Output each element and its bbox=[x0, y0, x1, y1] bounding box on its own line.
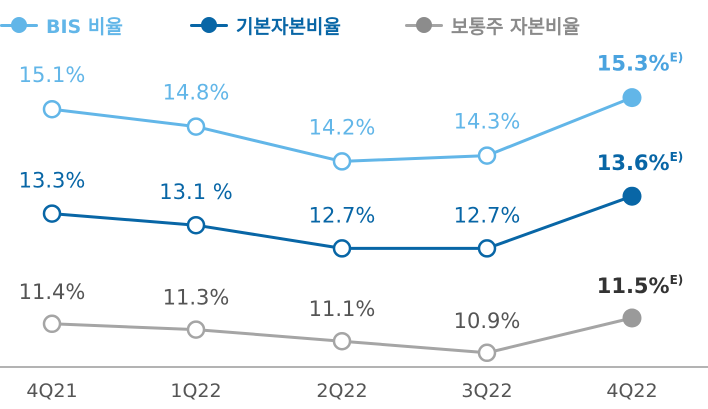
data-point-bis bbox=[477, 146, 497, 165]
chart-legend: BIS 비율 기본자본비율 보통주 자본비율 bbox=[0, 8, 708, 42]
estimate-marker: E) bbox=[670, 273, 684, 287]
data-label-cet1: 10.9% bbox=[454, 309, 521, 333]
legend-item-cet1: 보통주 자본비율 bbox=[405, 8, 580, 42]
data-label-cet1: 11.5%E) bbox=[597, 273, 684, 298]
data-label-cet1: 11.1% bbox=[309, 297, 376, 321]
data-point-cet1 bbox=[622, 308, 642, 328]
legend-label-cet1: 보통주 자본비율 bbox=[451, 15, 580, 38]
data-label-tier1: 13.1 % bbox=[159, 180, 232, 204]
x-tick-label: 2Q22 bbox=[316, 380, 367, 402]
data-point-cet1 bbox=[186, 320, 206, 339]
data-label-bis: 14.2% bbox=[309, 115, 376, 139]
data-label-bis: 14.8% bbox=[163, 81, 230, 105]
legend-label-tier1: 기본자본비율 bbox=[236, 15, 341, 38]
data-point-cet1 bbox=[477, 343, 497, 363]
data-point-tier1 bbox=[42, 204, 62, 223]
data-label-tier1: 13.3% bbox=[19, 169, 86, 193]
data-label-tier1: 12.7% bbox=[454, 203, 521, 227]
data-label-bis: 14.3% bbox=[454, 110, 521, 134]
legend-dot-tier1 bbox=[201, 17, 217, 33]
legend-label-bis: BIS 비율 bbox=[46, 15, 123, 38]
data-point-bis bbox=[186, 117, 206, 136]
x-tick-label: 4Q21 bbox=[26, 380, 77, 402]
x-tick-label: 1Q22 bbox=[170, 380, 221, 402]
data-point-bis bbox=[332, 152, 352, 171]
legend-dot-bis bbox=[11, 17, 27, 33]
data-point-bis bbox=[622, 88, 642, 108]
legend-dot-cet1 bbox=[416, 17, 432, 33]
legend-item-bis: BIS 비율 bbox=[0, 8, 123, 42]
x-tick-label: 4Q22 bbox=[606, 380, 657, 402]
data-label-cet1: 11.4% bbox=[19, 280, 86, 304]
data-label-bis: 15.3%E) bbox=[597, 51, 684, 76]
legend-marker-bis bbox=[0, 17, 38, 33]
data-point-tier1 bbox=[622, 186, 642, 206]
data-label-tier1: 12.7% bbox=[309, 203, 376, 227]
data-point-tier1 bbox=[332, 239, 352, 258]
estimate-marker: E) bbox=[670, 51, 684, 65]
estimate-marker: E) bbox=[670, 150, 684, 164]
data-point-cet1 bbox=[332, 331, 352, 351]
legend-item-tier1: 기본자본비율 bbox=[190, 8, 341, 42]
legend-marker-cet1 bbox=[405, 17, 443, 33]
x-tick-label: 3Q22 bbox=[461, 380, 512, 402]
data-label-bis: 15.1% bbox=[19, 63, 86, 87]
data-point-tier1 bbox=[186, 215, 206, 235]
data-point-tier1 bbox=[477, 239, 497, 258]
data-point-bis bbox=[42, 99, 62, 119]
legend-marker-tier1 bbox=[190, 17, 228, 33]
data-label-tier1: 13.6%E) bbox=[597, 150, 684, 175]
data-label-cet1: 11.3% bbox=[163, 286, 230, 310]
data-point-cet1 bbox=[42, 314, 62, 334]
